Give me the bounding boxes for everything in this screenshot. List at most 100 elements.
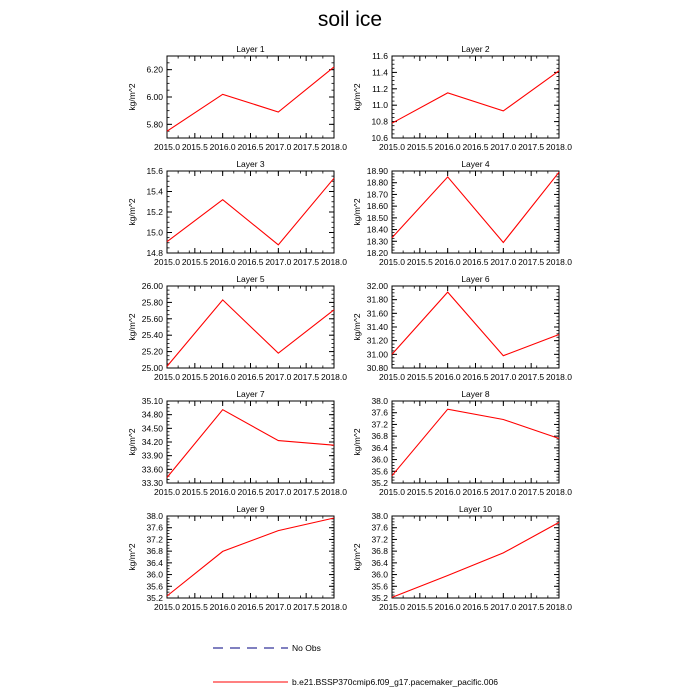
plot-frame bbox=[391, 170, 560, 254]
x-tick-label: 2018.0 bbox=[546, 602, 572, 612]
plot-frame bbox=[166, 170, 335, 254]
y-tick-label: 35.6 bbox=[371, 466, 388, 476]
y-tick-label: 30.80 bbox=[367, 363, 389, 373]
x-tick-label: 2018.0 bbox=[321, 372, 347, 382]
y-axis-label: kg/m^2 bbox=[127, 428, 137, 455]
panel-title: Layer 6 bbox=[461, 274, 490, 284]
y-tick-label: 15.0 bbox=[146, 228, 163, 238]
y-tick-label: 37.2 bbox=[371, 534, 388, 544]
x-tick-label: 2015.5 bbox=[182, 142, 208, 152]
x-tick-label: 2018.0 bbox=[546, 487, 572, 497]
series-line bbox=[391, 291, 560, 357]
y-tick-label: 31.60 bbox=[367, 308, 389, 318]
x-tick-label: 2015.0 bbox=[154, 142, 180, 152]
x-tick-label: 2017.0 bbox=[265, 487, 291, 497]
y-axis-label: kg/m^2 bbox=[352, 428, 362, 455]
x-tick-label: 2016.5 bbox=[238, 487, 264, 497]
y-tick-label: 25.00 bbox=[142, 363, 164, 373]
y-tick-label: 36.0 bbox=[371, 455, 388, 465]
x-tick-label: 2015.5 bbox=[182, 602, 208, 612]
panel-title: Layer 5 bbox=[236, 274, 265, 284]
x-tick-label: 2018.0 bbox=[321, 602, 347, 612]
x-tick-label: 2017.0 bbox=[265, 142, 291, 152]
y-tick-label: 15.2 bbox=[146, 207, 163, 217]
y-tick-label: 10.6 bbox=[371, 133, 388, 143]
y-tick-label: 33.60 bbox=[142, 464, 164, 474]
y-tick-label: 6.00 bbox=[146, 92, 163, 102]
y-axis-label: kg/m^2 bbox=[127, 313, 137, 340]
y-tick-label: 33.30 bbox=[142, 478, 164, 488]
y-tick-label: 26.00 bbox=[142, 281, 164, 291]
x-tick-label: 2015.5 bbox=[407, 257, 433, 267]
y-tick-label: 35.10 bbox=[142, 396, 164, 406]
panel-title: Layer 2 bbox=[461, 44, 490, 54]
y-tick-label: 25.20 bbox=[142, 347, 164, 357]
y-tick-label: 10.8 bbox=[371, 117, 388, 127]
y-tick-label: 34.50 bbox=[142, 423, 164, 433]
series-line bbox=[391, 521, 560, 598]
y-tick-label: 34.80 bbox=[142, 410, 164, 420]
series-line bbox=[166, 299, 335, 367]
x-tick-label: 2018.0 bbox=[546, 257, 572, 267]
y-axis-label: kg/m^2 bbox=[127, 198, 137, 225]
y-tick-label: 35.2 bbox=[371, 593, 388, 603]
x-tick-label: 2017.5 bbox=[518, 142, 544, 152]
x-tick-label: 2016.0 bbox=[210, 487, 236, 497]
plot-frame bbox=[166, 400, 335, 484]
x-tick-label: 2018.0 bbox=[546, 372, 572, 382]
x-tick-label: 2017.5 bbox=[293, 142, 319, 152]
y-tick-label: 6.20 bbox=[146, 65, 163, 75]
x-tick-label: 2015.0 bbox=[154, 602, 180, 612]
y-tick-label: 32.00 bbox=[367, 281, 389, 291]
x-tick-label: 2016.5 bbox=[463, 602, 489, 612]
series-line bbox=[166, 517, 335, 597]
y-tick-label: 35.2 bbox=[146, 593, 163, 603]
x-tick-label: 2017.5 bbox=[518, 602, 544, 612]
x-tick-label: 2016.5 bbox=[463, 142, 489, 152]
x-tick-label: 2018.0 bbox=[321, 487, 347, 497]
y-tick-label: 36.4 bbox=[371, 443, 388, 453]
x-tick-label: 2015.0 bbox=[379, 257, 405, 267]
series-line bbox=[166, 408, 335, 478]
y-tick-label: 36.0 bbox=[371, 570, 388, 580]
y-axis-label: kg/m^2 bbox=[352, 83, 362, 110]
plot-frame bbox=[391, 515, 560, 599]
y-tick-label: 36.8 bbox=[146, 546, 163, 556]
panel-title: Layer 4 bbox=[461, 159, 490, 169]
x-tick-label: 2017.5 bbox=[293, 257, 319, 267]
y-axis-label: kg/m^2 bbox=[352, 543, 362, 570]
y-axis-label: kg/m^2 bbox=[127, 83, 137, 110]
x-tick-label: 2016.5 bbox=[238, 602, 264, 612]
y-tick-label: 35.6 bbox=[371, 581, 388, 591]
y-tick-label: 18.30 bbox=[367, 236, 389, 246]
plot-frame bbox=[166, 55, 335, 139]
x-tick-label: 2015.5 bbox=[407, 602, 433, 612]
y-tick-label: 38.0 bbox=[146, 511, 163, 521]
x-tick-label: 2016.5 bbox=[238, 372, 264, 382]
y-axis-label: kg/m^2 bbox=[127, 543, 137, 570]
panel-title: Layer 9 bbox=[236, 504, 265, 514]
y-tick-label: 37.2 bbox=[146, 534, 163, 544]
x-tick-label: 2016.0 bbox=[435, 372, 461, 382]
x-tick-label: 2017.0 bbox=[265, 372, 291, 382]
y-tick-label: 18.90 bbox=[367, 166, 389, 176]
x-tick-label: 2015.0 bbox=[379, 602, 405, 612]
x-tick-label: 2018.0 bbox=[321, 257, 347, 267]
page-title: soil ice bbox=[317, 8, 383, 31]
y-tick-label: 15.4 bbox=[146, 187, 163, 197]
x-tick-label: 2015.0 bbox=[154, 372, 180, 382]
x-tick-label: 2017.5 bbox=[518, 257, 544, 267]
y-tick-label: 36.0 bbox=[146, 570, 163, 580]
x-tick-label: 2016.0 bbox=[435, 142, 461, 152]
x-tick-label: 2016.5 bbox=[463, 372, 489, 382]
x-tick-label: 2015.5 bbox=[182, 372, 208, 382]
x-tick-label: 2015.5 bbox=[407, 487, 433, 497]
y-tick-label: 25.60 bbox=[142, 314, 164, 324]
y-tick-label: 18.60 bbox=[367, 201, 389, 211]
